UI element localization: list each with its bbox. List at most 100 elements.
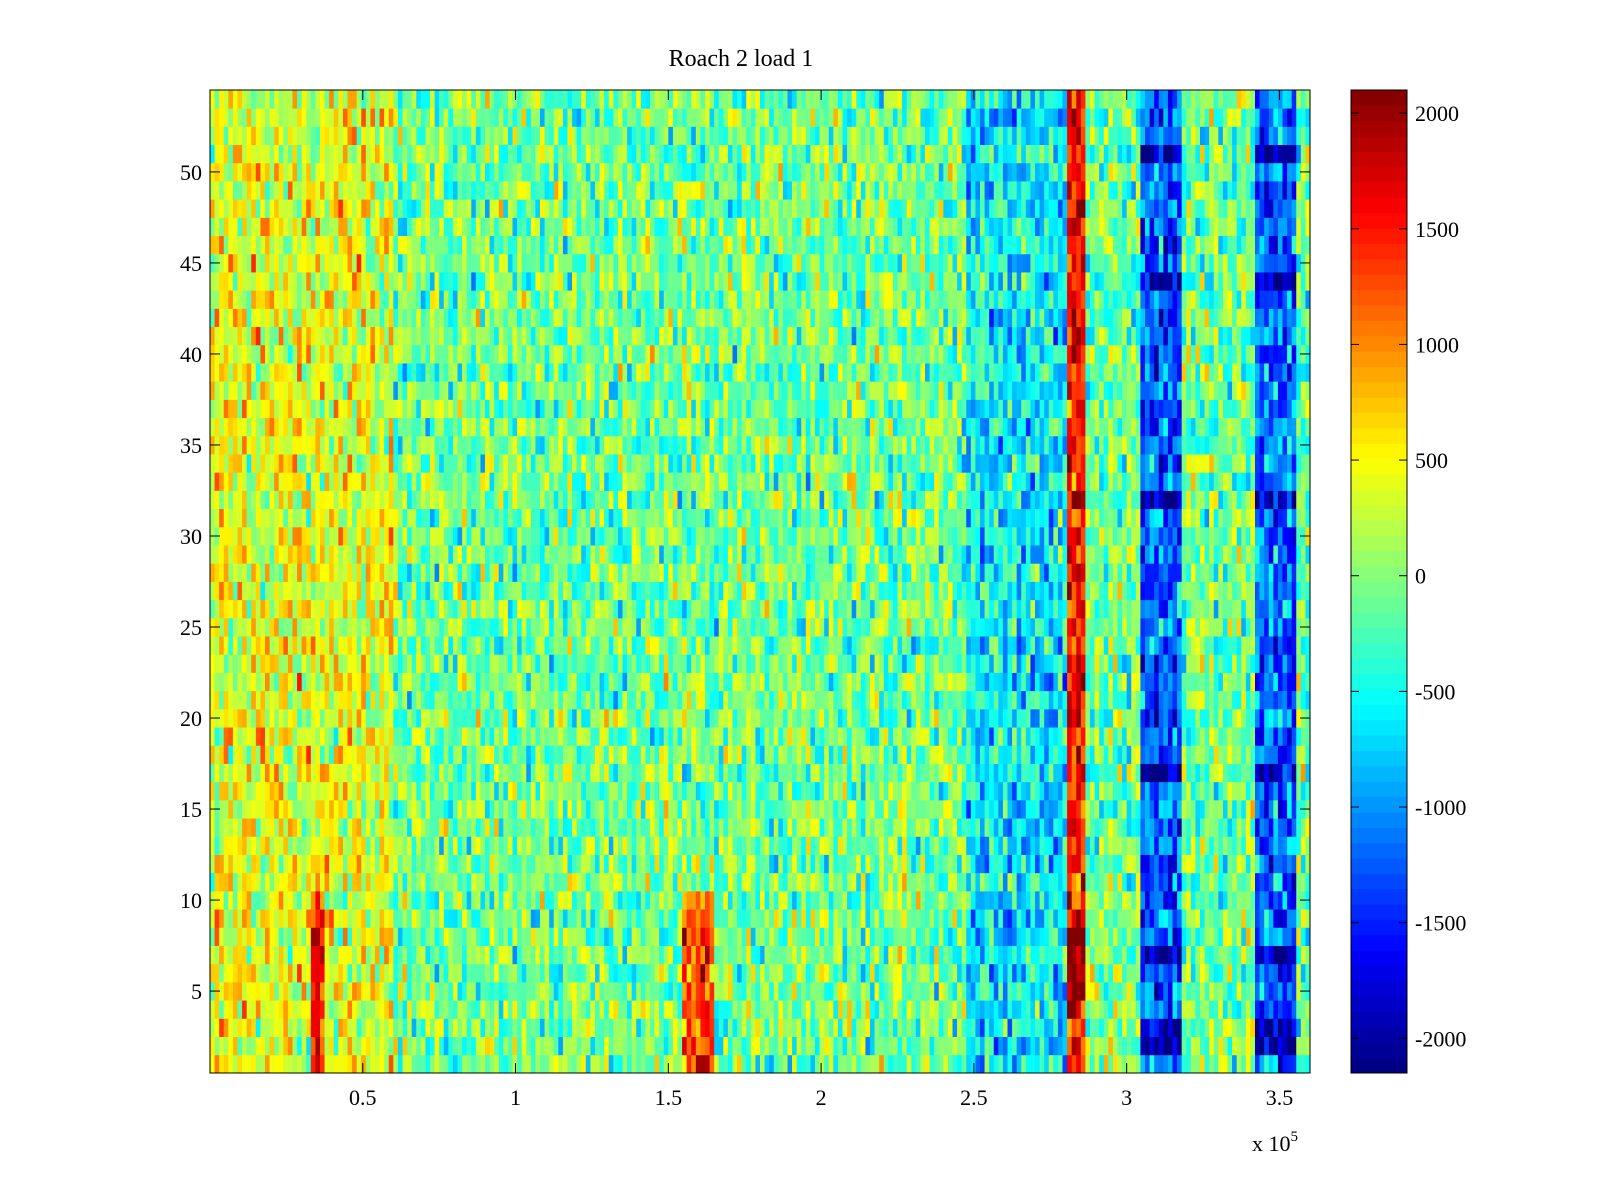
heatmap-cell [420,745,426,764]
heatmap-cell [347,927,353,946]
heatmap-cell [705,890,710,910]
heatmap-cell [1291,836,1297,855]
heatmap-cell [375,927,380,946]
heatmap-cell [388,763,394,783]
heatmap-cell [393,927,399,946]
heatmap-cell [631,927,637,946]
heatmap-cell [1021,872,1027,892]
heatmap-cell [925,909,930,928]
heatmap-cell [1021,1036,1027,1056]
heatmap-cell [1145,708,1150,728]
heatmap-cell [952,1018,958,1037]
heatmap-cell [860,872,866,892]
heatmap-cell [388,690,394,710]
heatmap-cell [874,854,880,874]
heatmap-cell [260,981,266,1001]
heatmap-cell [1259,763,1265,783]
heatmap-cell [1158,872,1164,892]
heatmap-cell [530,854,536,874]
heatmap-cell [860,927,866,946]
heatmap-cell [847,799,853,819]
heatmap-cell [1140,963,1146,983]
heatmap-cell [397,1054,403,1074]
heatmap-cell [526,690,532,710]
heatmap-cell [792,1054,798,1074]
heatmap-cell [727,708,733,728]
heatmap-cell [443,854,449,874]
heatmap-cell [833,1000,839,1019]
heatmap-cell [1291,945,1297,965]
heatmap-cell [1190,763,1196,783]
heatmap-cell [342,1036,348,1056]
heatmap-cell [1277,799,1283,819]
heatmap-cell [1209,890,1215,910]
heatmap-cell [975,1018,981,1037]
heatmap-cell [686,1018,692,1037]
heatmap-cell [915,890,921,910]
heatmap-cell [938,945,944,965]
heatmap-cell [315,1000,321,1019]
heatmap-cell [1016,1000,1022,1019]
heatmap-cell [613,854,619,874]
heatmap-cell [411,1018,417,1037]
heatmap-cell [1259,727,1265,746]
heatmap-cell [975,1054,981,1074]
heatmap-cell [617,708,623,728]
heatmap-cell [1021,890,1027,910]
heatmap-cell [700,1054,706,1074]
heatmap-cell [801,890,807,910]
heatmap-cell [833,872,839,892]
heatmap-cell [498,963,504,983]
heatmap-cell [1287,945,1293,965]
heatmap-cell [485,799,490,819]
heatmap-cell [929,836,935,855]
heatmap-cell [1062,909,1068,928]
heatmap-cell [746,727,752,746]
heatmap-cell [333,890,339,910]
heatmap-cell [1273,854,1279,874]
heatmap-cell [1158,836,1164,855]
heatmap-cell [375,981,380,1001]
heatmap-cell [1250,1054,1256,1074]
heatmap-cell [283,1018,289,1037]
heatmap-cell [246,818,252,837]
heatmap-cell [1213,781,1219,801]
heatmap-cell [265,1000,270,1019]
heatmap-cell [274,745,280,764]
heatmap-cell [659,1000,665,1019]
heatmap-cell [1190,1018,1196,1037]
heatmap-cell [819,981,825,1001]
heatmap-cell [746,818,752,837]
heatmap-cell [1218,836,1224,855]
heatmap-cell [1200,854,1205,874]
heatmap-cell [1099,781,1105,801]
heatmap-cell [691,727,697,746]
heatmap-cell [640,927,646,946]
heatmap-cell [590,690,596,710]
heatmap-cell [1067,909,1073,928]
heatmap-cell [737,890,743,910]
heatmap-cell [705,872,710,892]
heatmap-cell [489,781,495,801]
heatmap-cell [388,781,394,801]
heatmap-cell [397,909,403,928]
heatmap-cell [746,872,752,892]
heatmap-cell [847,981,853,1001]
heatmap-cell [251,708,257,728]
heatmap-cell [301,1000,307,1019]
heatmap-cell [1195,909,1201,928]
heatmap-cell [741,1036,747,1056]
heatmap-cell [984,872,990,892]
heatmap-cell [1218,909,1224,928]
heatmap-cell [1007,763,1013,783]
heatmap-cell [306,945,312,965]
heatmap-cell [741,890,747,910]
heatmap-cell [540,818,545,837]
heatmap-cell [512,836,518,855]
heatmap-cell [590,1018,596,1037]
heatmap-cell [727,854,733,874]
heatmap-cell [1209,963,1215,983]
heatmap-cell [1264,727,1270,746]
heatmap-cell [329,981,335,1001]
heatmap-cell [265,690,270,710]
